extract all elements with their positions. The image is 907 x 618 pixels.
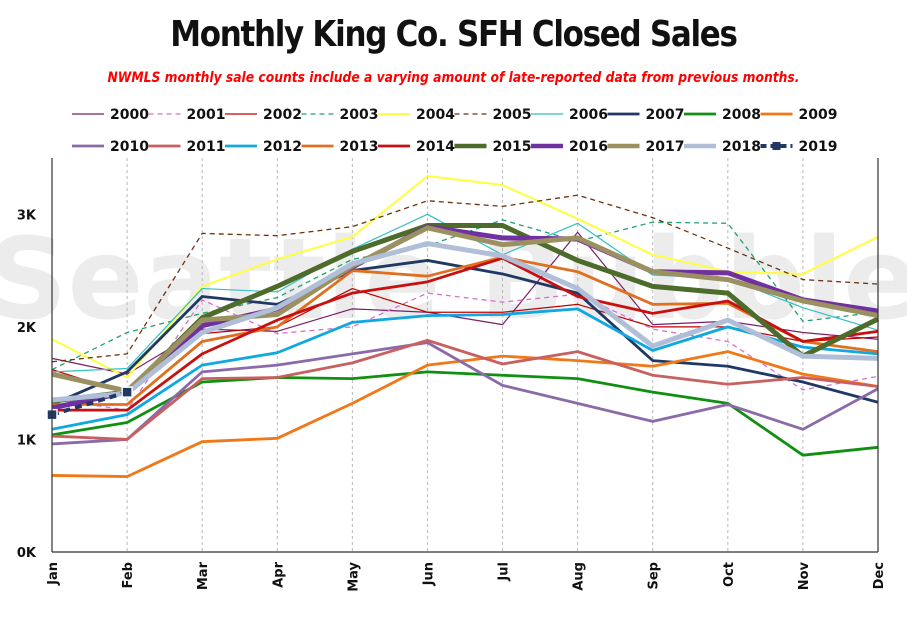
x-tick-label: Oct — [722, 562, 737, 587]
legend-label-2019: 2019 — [799, 139, 838, 155]
legend-label-2010: 2010 — [110, 139, 149, 155]
x-tick-label: May — [346, 561, 361, 591]
legend-label-2007: 2007 — [646, 107, 685, 123]
legend-label-2016: 2016 — [569, 139, 608, 155]
legend-label-2000: 2000 — [110, 107, 149, 123]
legend-label-2012: 2012 — [263, 139, 302, 155]
y-tick-label: 3K — [17, 208, 37, 223]
point-marker-2019-1 — [121, 386, 133, 398]
series-line-2005 — [51, 194, 879, 363]
x-tick-label: Dec — [872, 562, 887, 589]
x-tick-label: Feb — [121, 562, 136, 588]
legend-label-2006: 2006 — [569, 107, 608, 123]
series-line-2012 — [51, 307, 879, 431]
series-line-2014 — [52, 256, 879, 412]
series-line-2013 — [52, 255, 879, 406]
x-tick-label: Sep — [647, 562, 662, 590]
series-line-2010 — [51, 341, 879, 446]
legend-label-2013: 2013 — [340, 139, 379, 155]
series-line-2009 — [51, 350, 879, 478]
x-tick-label: Nov — [797, 561, 812, 590]
x-tick-label: Mar — [196, 561, 211, 590]
legend-label-2011: 2011 — [187, 139, 226, 155]
y-tick-label: 0K — [17, 546, 37, 561]
legend-label-2001: 2001 — [187, 107, 226, 123]
x-tick-label: Aug — [572, 562, 587, 591]
legend-label-2017: 2017 — [646, 139, 685, 155]
series-line-2018 — [51, 241, 879, 403]
legend-marker-2019 — [772, 142, 781, 150]
y-tick-label: 1K — [17, 433, 37, 448]
x-tick-label: Jan — [46, 562, 61, 586]
series-line-2016 — [51, 224, 879, 411]
series-line-2001 — [51, 292, 879, 411]
legend-label-2015: 2015 — [493, 139, 532, 155]
series-line-2017 — [51, 225, 879, 394]
legend-label-2002: 2002 — [263, 107, 302, 123]
chart-title: Monthly King Co. SFH Closed Sales — [170, 14, 738, 55]
legend-label-2003: 2003 — [340, 107, 379, 123]
legend-label-2014: 2014 — [416, 139, 455, 155]
series-line-2003 — [51, 219, 879, 371]
y-tick-label: 2K — [17, 321, 37, 336]
series-line-2011 — [51, 338, 879, 441]
legend-label-2018: 2018 — [722, 139, 761, 155]
series-line-2019 — [51, 390, 128, 417]
x-tick-label: Jul — [497, 562, 512, 582]
legend-label-2005: 2005 — [493, 107, 532, 123]
legend-label-2008: 2008 — [722, 107, 761, 123]
legend-label-2009: 2009 — [799, 107, 838, 123]
x-tick-label: Apr — [271, 561, 286, 587]
x-tick-label: Jun — [421, 562, 436, 586]
legend-label-2004: 2004 — [416, 107, 455, 123]
chart-subtitle: NWMLS monthly sale counts include a vary… — [107, 70, 800, 86]
